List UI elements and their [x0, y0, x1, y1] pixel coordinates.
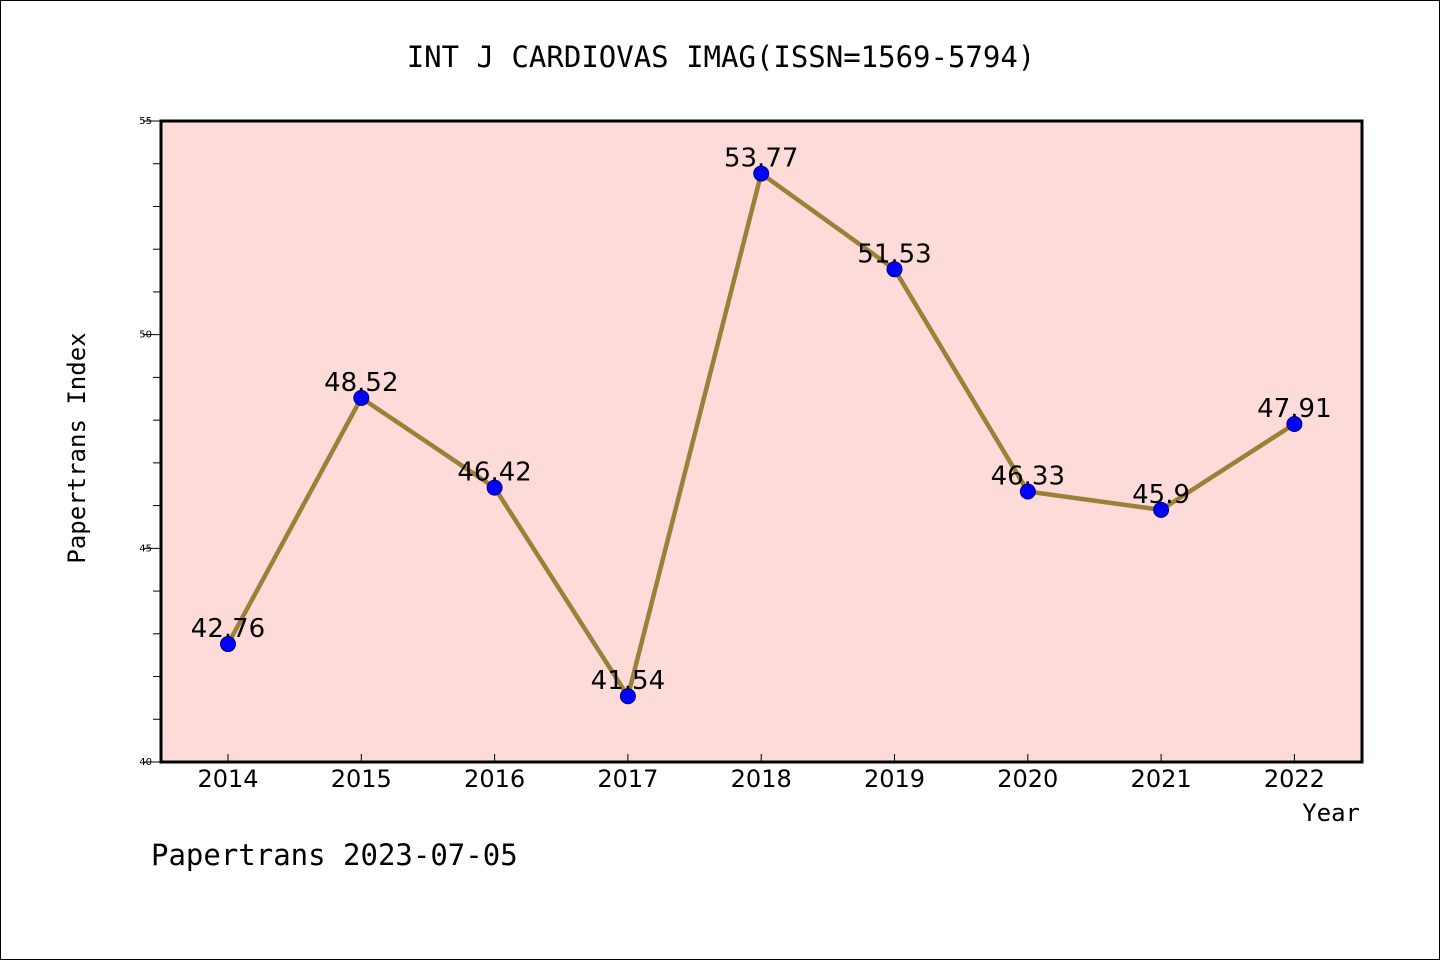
plot-border: [159, 119, 1364, 764]
data-label: 47.91: [1257, 394, 1331, 424]
x-axis-ticks: 2014 2015 2016 2017 2018 2019 2020 2021 2022: [197, 754, 1325, 793]
data-label: 51.53: [857, 239, 931, 269]
data-label: 53.77: [724, 144, 798, 174]
data-label: 48.52: [324, 368, 398, 398]
x-tick-label: 2016: [464, 765, 525, 793]
data-point: [1153, 501, 1170, 518]
data-label: 41.54: [591, 666, 665, 696]
footer-note: Papertrans 2023-07-05: [151, 838, 518, 872]
y-axis-title: Papertrans Index: [63, 332, 91, 563]
y-tick-label: 40: [139, 757, 152, 768]
x-tick-label: 2021: [1131, 765, 1192, 793]
data-point: [220, 636, 236, 653]
data-label: 46.33: [991, 461, 1065, 491]
x-axis-title: Year: [1302, 799, 1360, 827]
data-label: 42.76: [191, 614, 265, 644]
data-point: [619, 688, 636, 705]
x-tick-label: 2019: [864, 765, 925, 793]
x-tick-label: 2014: [197, 765, 258, 793]
y-tick-label: 55: [139, 116, 152, 127]
data-label: 45.9: [1132, 480, 1190, 510]
y-tick-label: 50: [139, 330, 152, 341]
data-point: [1019, 483, 1036, 500]
series-markers: [220, 165, 1303, 705]
plot-area: [161, 121, 1362, 762]
x-tick-label: 2017: [597, 765, 658, 793]
x-tick-label: 2018: [731, 765, 792, 793]
x-tick-label: 2020: [997, 765, 1058, 793]
data-label: 46.42: [457, 458, 531, 488]
chart-title: INT J CARDIOVAS IMAG(ISSN=1569-5794): [407, 40, 1036, 74]
data-point: [753, 165, 770, 182]
data-point: [886, 261, 903, 278]
x-tick-label: 2022: [1264, 765, 1325, 793]
data-labels: 42.76 48.52 46.42 41.54 53.77 51.53 46.33 45.9 4…: [191, 144, 1332, 697]
data-point: [1286, 415, 1303, 432]
x-tick-label: 2015: [331, 765, 392, 793]
y-tick-label: 45: [139, 543, 152, 554]
data-point: [486, 479, 503, 496]
data-point: [353, 389, 370, 406]
y-axis-ticks: 40 45 50 55: [139, 116, 160, 768]
